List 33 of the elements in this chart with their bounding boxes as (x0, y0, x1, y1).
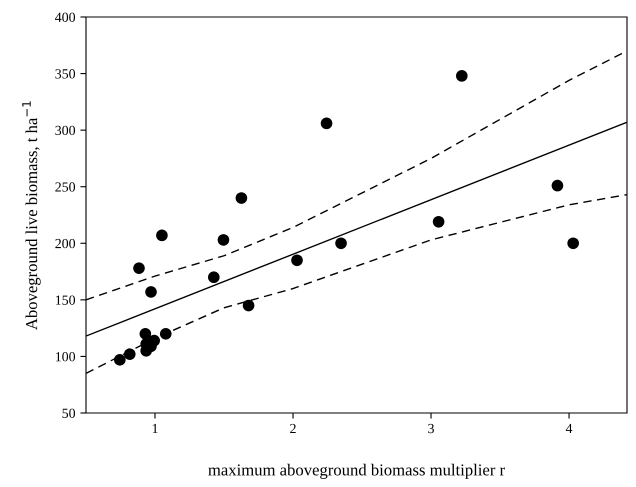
point (148, 334, 160, 346)
point (160, 328, 172, 340)
point (140, 328, 152, 340)
y-tick-label: 300 (55, 126, 76, 136)
x-axis-title: maximum aboveground biomass multiplier r (208, 464, 505, 479)
y-tick-label: 100 (56, 352, 76, 362)
x-tick-label: 2 (290, 424, 296, 434)
point (242, 300, 254, 312)
y-tick-label: 150 (56, 295, 76, 305)
point (335, 237, 347, 250)
point (218, 234, 230, 246)
point (456, 70, 468, 82)
point (124, 348, 136, 360)
point (133, 262, 145, 274)
y-tick-label: 200 (55, 238, 76, 248)
x-tick-label: 1 (152, 424, 158, 434)
point (208, 271, 220, 284)
y-tick-label: 350 (55, 69, 76, 79)
point (552, 180, 564, 192)
point (320, 118, 332, 130)
point (236, 192, 248, 204)
y-tick-label: 250 (55, 182, 76, 192)
point (291, 254, 303, 266)
point (567, 237, 579, 250)
point (145, 286, 157, 298)
point (114, 354, 126, 366)
x-tick-label: 3 (428, 424, 434, 434)
point (156, 230, 168, 242)
y-axis-title: Aboveground live biomass, t ha$^{−1}$ (22, 101, 41, 330)
y-tick-label: 400 (55, 12, 76, 22)
x-tick-label: 4 (566, 424, 572, 434)
point (432, 216, 444, 228)
y-tick-label: 50 (62, 408, 76, 418)
